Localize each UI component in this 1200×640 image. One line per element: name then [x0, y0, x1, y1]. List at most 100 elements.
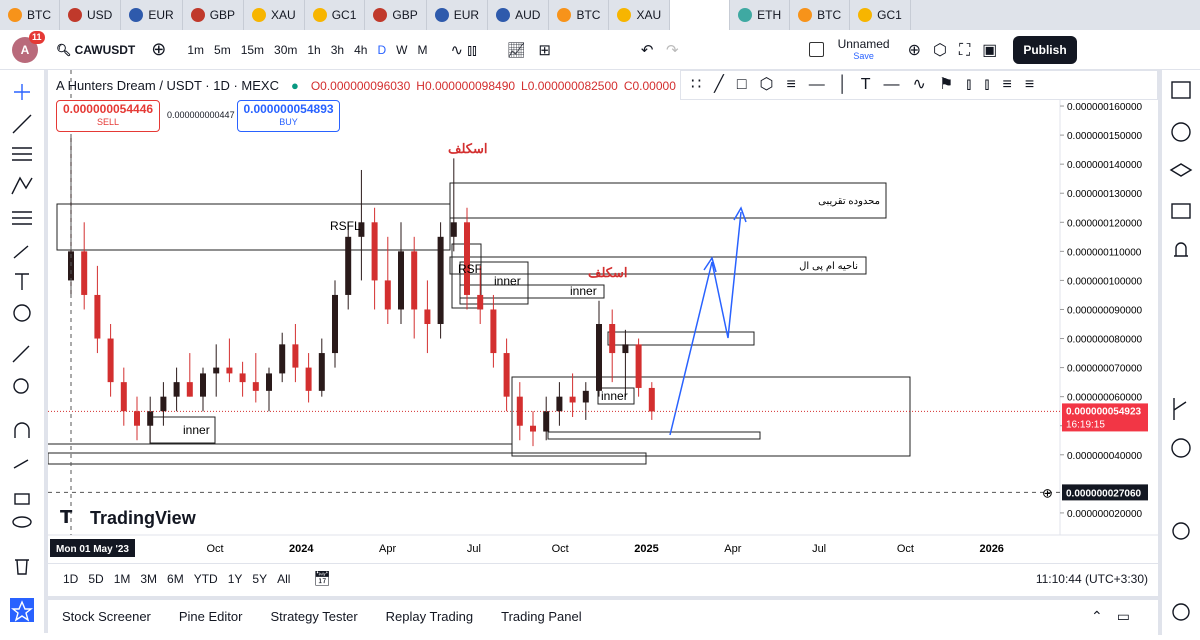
- interval[interactable]: 15m: [240, 42, 265, 57]
- interval[interactable]: 1m: [187, 42, 205, 57]
- browser-tab[interactable]: GC1: [305, 0, 366, 30]
- browser-tab[interactable]: BTC: [549, 0, 610, 30]
- candle-body: [81, 251, 88, 295]
- add-alert[interactable]: ⊕: [1042, 485, 1053, 500]
- layout-box[interactable]: [808, 42, 824, 57]
- annotations: اسکلف اسکلف RSFL RSF inner inner inner i…: [183, 141, 880, 437]
- bottom-tab[interactable]: Strategy Tester: [270, 609, 358, 624]
- y-tick-label: 0.000000130000: [1067, 189, 1143, 200]
- range-button[interactable]: 1M: [113, 571, 131, 586]
- visibility-tool[interactable]: [12, 516, 32, 528]
- lock-tool[interactable]: [14, 493, 30, 505]
- tab-icon: [738, 8, 753, 22]
- interval[interactable]: W: [396, 42, 408, 57]
- browser-tab[interactable]: GBP: [183, 0, 245, 30]
- candle-body: [648, 387, 655, 412]
- bottom-tab[interactable]: Stock Screener: [62, 609, 151, 624]
- watchlist[interactable]: [1171, 81, 1191, 99]
- chart-type[interactable]: ∿ ⫾⫾: [450, 41, 477, 59]
- interval[interactable]: 3h: [330, 42, 345, 57]
- bottom-tab[interactable]: Pine Editor: [178, 609, 243, 624]
- layout-name: Unnamed: [837, 36, 890, 51]
- legend-high: H0.000000098490: [416, 78, 516, 93]
- annotation: inner: [183, 423, 210, 437]
- x-tick-label: 2026: [979, 543, 1003, 555]
- browser-tab[interactable]: XAU: [244, 0, 305, 30]
- magnet-tool[interactable]: [14, 422, 30, 438]
- buy-button[interactable]: 0.000000054893 BUY: [237, 100, 340, 132]
- range-button[interactable]: 1Y: [227, 571, 243, 586]
- browser-tab[interactable]: GC1: [850, 0, 911, 30]
- interval[interactable]: M: [417, 42, 428, 57]
- browser-tab[interactable]: AUD: [488, 0, 550, 30]
- interval[interactable]: 4h: [354, 42, 368, 57]
- browser-tab[interactable]: [670, 0, 731, 30]
- alerts[interactable]: [1171, 122, 1191, 142]
- candle-body: [609, 324, 616, 354]
- pattern-tool[interactable]: [11, 176, 33, 195]
- notifications-icon[interactable]: [1174, 242, 1188, 257]
- tab-label: BTC: [576, 8, 601, 22]
- toolbar-icons[interactable]: ⊕⬡⛶▣: [907, 41, 1010, 59]
- bottom-tab[interactable]: Trading Panel: [501, 609, 582, 624]
- indicators[interactable]: 📈︎ ⊞: [506, 41, 551, 59]
- browser-tab[interactable]: XAU: [609, 0, 671, 30]
- crosshair-tool[interactable]: [14, 84, 30, 100]
- brush-tool[interactable]: [13, 245, 29, 259]
- help-icon-2[interactable]: [1172, 603, 1190, 621]
- help-icon[interactable]: [1172, 522, 1190, 540]
- date-range-icon[interactable]: 📅︎: [313, 570, 332, 586]
- range-button[interactable]: 3M: [140, 571, 158, 586]
- browser-tab[interactable]: USD: [60, 0, 122, 30]
- annotation: inner: [494, 274, 521, 288]
- browser-tab[interactable]: GBP: [365, 0, 427, 30]
- measure-tool[interactable]: [12, 345, 30, 363]
- add-symbol[interactable]: ⊕: [151, 39, 167, 59]
- browser-tab[interactable]: ETH: [730, 0, 791, 30]
- interval[interactable]: 5m: [214, 42, 231, 57]
- panel-controls[interactable]: ⌃▭: [1091, 608, 1144, 624]
- candle-body: [94, 294, 101, 339]
- browser-tab[interactable]: EUR: [121, 0, 183, 30]
- undo[interactable]: ↶ ↷: [640, 41, 679, 59]
- text-tool[interactable]: [15, 273, 29, 290]
- candle-body: [411, 251, 418, 310]
- bottom-tab[interactable]: Replay Trading: [385, 609, 474, 624]
- pencil-lock[interactable]: [13, 459, 29, 469]
- range-button[interactable]: YTD: [193, 571, 218, 586]
- range-button[interactable]: 5Y: [252, 571, 268, 586]
- browser-tab[interactable]: EUR: [427, 0, 489, 30]
- interval[interactable]: 1h: [307, 42, 321, 57]
- sell-button[interactable]: 0.000000054446 SELL: [56, 100, 160, 132]
- tab-icon: [434, 8, 449, 22]
- publish-button[interactable]: Publish: [1013, 35, 1077, 64]
- x-tick-label: Oct: [897, 543, 914, 555]
- browser-tab[interactable]: BTC: [0, 0, 60, 30]
- range-button[interactable]: 6M: [167, 571, 184, 586]
- data-window[interactable]: [1169, 163, 1193, 177]
- emoji-tool[interactable]: [13, 304, 31, 322]
- trend-tool[interactable]: [12, 114, 32, 134]
- avatar[interactable]: A 11: [12, 30, 45, 63]
- fib-tool[interactable]: [12, 147, 32, 161]
- interval[interactable]: D: [377, 42, 387, 57]
- chat[interactable]: [1171, 203, 1191, 219]
- projection-tool[interactable]: [12, 211, 32, 225]
- target-icon[interactable]: [1171, 438, 1191, 458]
- range-button[interactable]: All: [277, 571, 291, 586]
- tab-label: XAU: [271, 8, 296, 22]
- interval[interactable]: 30m: [274, 42, 298, 57]
- range-button[interactable]: 1D: [63, 571, 79, 586]
- range-button[interactable]: 5D: [88, 571, 104, 586]
- trash-tool[interactable]: [15, 559, 29, 575]
- tab-icon: [129, 8, 144, 22]
- symbol-search[interactable]: 🔍︎ CAWUSDT: [56, 42, 136, 57]
- candle-body: [318, 353, 325, 391]
- browser-tab[interactable]: BTC: [790, 0, 851, 30]
- tab-icon: [252, 8, 267, 22]
- pine-icon[interactable]: [1173, 398, 1187, 420]
- zoom-tool[interactable]: [13, 378, 29, 394]
- annotation: RSF: [458, 262, 482, 276]
- layout[interactable]: Unnamed Save: [838, 38, 890, 62]
